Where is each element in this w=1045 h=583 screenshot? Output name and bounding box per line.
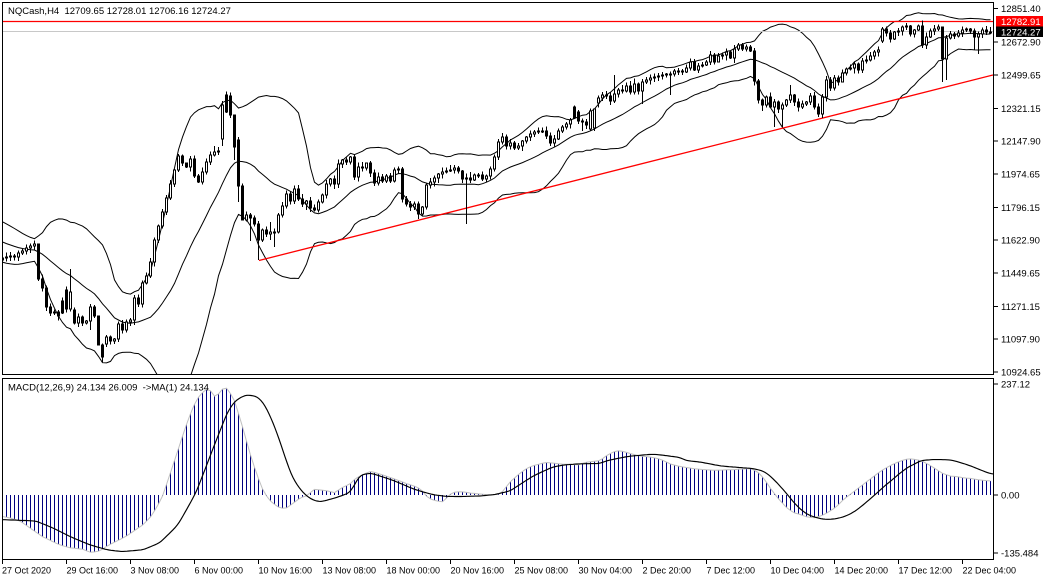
svg-text:12782.91: 12782.91 <box>1001 17 1041 28</box>
svg-text:12321.15: 12321.15 <box>1001 104 1041 115</box>
svg-text:13 Nov 08:00: 13 Nov 08:00 <box>323 566 377 576</box>
svg-text:237.12: 237.12 <box>1001 380 1030 391</box>
svg-text:18 Nov 00:00: 18 Nov 00:00 <box>387 566 441 576</box>
svg-text:12499.65: 12499.65 <box>1001 70 1041 81</box>
svg-text:2 Dec 20:00: 2 Dec 20:00 <box>643 566 692 576</box>
svg-text:20 Nov 16:00: 20 Nov 16:00 <box>451 566 505 576</box>
svg-text:12147.90: 12147.90 <box>1001 137 1041 148</box>
svg-text:11271.15: 11271.15 <box>1001 302 1040 313</box>
svg-text:22 Dec 04:00: 22 Dec 04:00 <box>963 566 1017 576</box>
svg-text:11974.65: 11974.65 <box>1001 169 1040 180</box>
svg-text:10 Dec 04:00: 10 Dec 04:00 <box>771 566 825 576</box>
svg-text:NQCash,H4 12709.65 12728.01 1: NQCash,H4 12709.65 12728.01 12706.16 127… <box>8 6 231 17</box>
svg-text:25 Nov 08:00: 25 Nov 08:00 <box>515 566 569 576</box>
svg-text:11449.65: 11449.65 <box>1001 268 1040 279</box>
svg-text:10924.65: 10924.65 <box>1001 367 1041 378</box>
svg-text:11622.90: 11622.90 <box>1001 236 1040 247</box>
svg-text:30 Nov 04:00: 30 Nov 04:00 <box>579 566 633 576</box>
svg-text:MACD(12,26,9) 24.134 26.009 -: MACD(12,26,9) 24.134 26.009 ->MA(1) 24.1… <box>8 383 209 394</box>
svg-text:10 Nov 16:00: 10 Nov 16:00 <box>259 566 313 576</box>
svg-text:0.00: 0.00 <box>1001 491 1020 502</box>
svg-text:14 Dec 20:00: 14 Dec 20:00 <box>835 566 889 576</box>
svg-text:29 Oct 16:00: 29 Oct 16:00 <box>67 566 119 576</box>
svg-text:3 Nov 08:00: 3 Nov 08:00 <box>131 566 180 576</box>
svg-text:11796.15: 11796.15 <box>1001 203 1040 214</box>
svg-text:12672.90: 12672.90 <box>1001 38 1041 49</box>
svg-text:7 Dec 12:00: 7 Dec 12:00 <box>707 566 756 576</box>
svg-text:17 Dec 12:00: 17 Dec 12:00 <box>899 566 953 576</box>
svg-text:27 Oct 2020: 27 Oct 2020 <box>2 566 51 576</box>
svg-text:6 Nov 00:00: 6 Nov 00:00 <box>195 566 244 576</box>
svg-text:11097.90: 11097.90 <box>1001 335 1040 346</box>
svg-text:12851.40: 12851.40 <box>1001 4 1041 15</box>
svg-text:12724.27: 12724.27 <box>1001 28 1041 39</box>
svg-text:-135.484: -135.484 <box>1001 549 1039 560</box>
